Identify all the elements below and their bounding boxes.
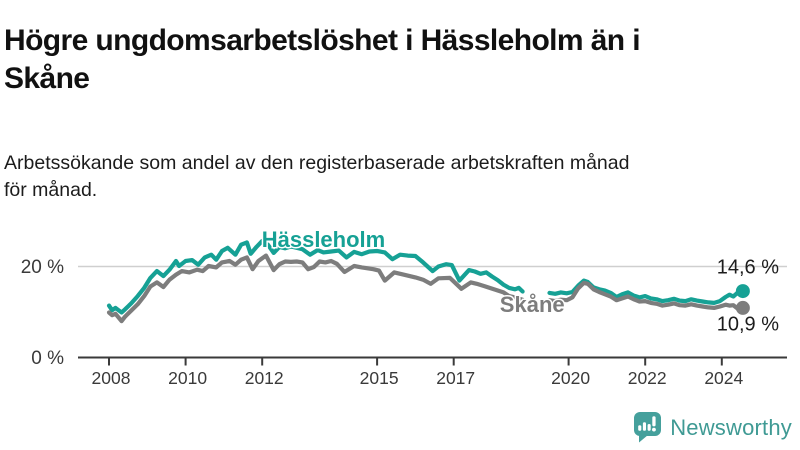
newsworthy-logo-icon — [634, 412, 662, 443]
series-label-skåne: Skåne — [500, 292, 565, 317]
x-tick-label: 2020 — [551, 368, 590, 388]
x-tick-label: 2017 — [436, 368, 475, 388]
x-tick-label: 2008 — [92, 368, 131, 388]
end-value-label-hässleholm: 14,6 % — [717, 257, 779, 279]
x-tick-label: 2010 — [168, 368, 207, 388]
page-subtitle: Arbetssökande som andel av den registerb… — [4, 151, 630, 202]
series-label-hässleholm: Hässleholm — [262, 227, 386, 252]
series-line-skåne — [106, 253, 525, 324]
end-value-label-skåne: 10,9 % — [717, 313, 779, 335]
end-dot-skåne — [735, 300, 750, 315]
x-tick-label: 2012 — [245, 368, 284, 388]
newsworthy-logo-link[interactable]: Newsworthy — [633, 411, 792, 444]
series-line-hässleholm — [106, 238, 525, 315]
end-dot-hässleholm — [735, 284, 750, 299]
series-line-hässleholm — [547, 278, 746, 305]
x-tick-label: 2022 — [628, 368, 667, 388]
y-tick-label: 0 % — [31, 348, 64, 369]
x-tick-label: 2024 — [704, 368, 743, 388]
series-line-skåne — [547, 280, 746, 312]
y-tick-label: 20 % — [21, 257, 64, 278]
page-title: Högre ungdomsarbetslöshet i Hässleholm ä… — [4, 24, 641, 96]
x-tick-label: 2015 — [360, 368, 399, 388]
newsworthy-logo-text: Newsworthy — [670, 414, 792, 440]
